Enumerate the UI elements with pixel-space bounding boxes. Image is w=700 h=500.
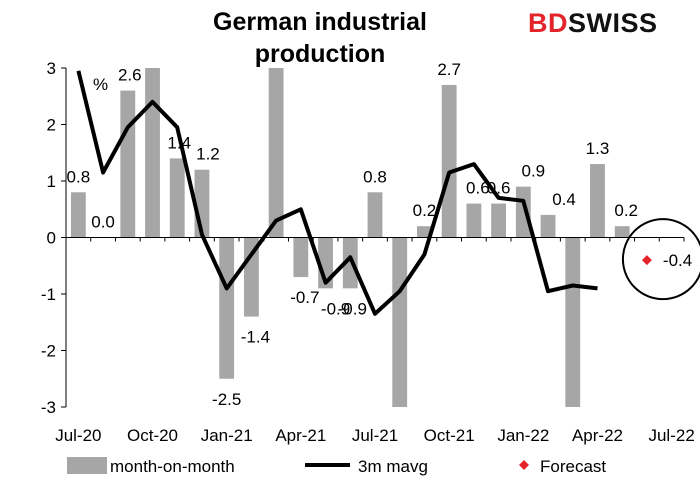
bar-data-label: 0.8 <box>67 167 91 186</box>
bar-data-label: 0.6 <box>487 179 511 198</box>
bar <box>342 237 358 289</box>
brand-logo-part1: BD <box>528 8 568 38</box>
bar <box>540 214 556 238</box>
bar <box>367 192 383 238</box>
x-tick-label: Oct-20 <box>127 426 178 445</box>
x-tick-label: Jan-22 <box>497 426 549 445</box>
chart-title: German industrial production <box>213 8 427 68</box>
bar <box>219 237 235 379</box>
bar <box>293 237 309 278</box>
y-tick-label: -2 <box>41 342 56 361</box>
x-tick-label: Apr-22 <box>572 426 623 445</box>
bar <box>120 90 136 238</box>
legend-label-forecast: Forecast <box>540 457 606 476</box>
bar <box>491 203 507 238</box>
legend-label-line: 3m mavg <box>358 457 428 476</box>
bar <box>515 186 531 238</box>
bar-data-label: -1.4 <box>241 328 270 347</box>
bar <box>565 237 581 407</box>
bar-data-label: 0.2 <box>413 201 437 220</box>
legend-label-bars: month-on-month <box>110 457 235 476</box>
bar-data-label: 1.2 <box>196 145 220 164</box>
y-tick-label: 2 <box>47 116 56 135</box>
x-tick-label: Jul-21 <box>352 426 398 445</box>
bar <box>614 226 630 238</box>
legend-swatch-bars <box>67 457 107 474</box>
y-tick-label: 1 <box>47 172 56 191</box>
x-tick-label: Jan-21 <box>201 426 253 445</box>
bar-data-label: 1.3 <box>586 139 610 158</box>
legend-swatch-forecast <box>519 460 529 470</box>
bar <box>145 68 160 238</box>
y-tick-label: -3 <box>41 398 56 417</box>
line-3m-mavg <box>76 70 598 316</box>
bar <box>590 164 605 238</box>
bar-data-label: 2.7 <box>437 60 461 79</box>
unit-label: % <box>93 75 108 94</box>
bar <box>169 158 185 238</box>
bar-data-label: 0.8 <box>363 167 387 186</box>
bar-data-label: 2.6 <box>118 66 142 85</box>
bar <box>466 203 482 238</box>
x-tick-label: Apr-21 <box>275 426 326 445</box>
bar-data-label: 1.4 <box>167 133 191 152</box>
brand-logo-part2: SWISS <box>568 8 658 38</box>
bar-data-label: -0.9 <box>321 299 350 318</box>
bar-data-label: 0.2 <box>614 201 638 220</box>
forecast-highlight-circle <box>621 218 700 301</box>
bar-data-label: -2.5 <box>212 390 241 409</box>
x-tick-label: Jul-22 <box>648 426 694 445</box>
bar <box>417 226 432 238</box>
bar <box>392 237 408 407</box>
bar <box>70 192 86 238</box>
bar-data-label: -0.7 <box>290 288 319 307</box>
bar-data-label: 0.4 <box>552 190 576 209</box>
bar <box>441 84 457 238</box>
forecast-point <box>641 255 652 266</box>
bar-data-label: 0.6 <box>466 179 490 198</box>
y-tick-label: 3 <box>47 59 56 78</box>
forecast-data-label: -0.4 <box>663 251 692 270</box>
bar <box>268 68 284 238</box>
bar-data-label: 0.9 <box>521 162 545 181</box>
brand-logo: BDSWISS <box>528 8 658 39</box>
bar-data-label: 0.0 <box>91 213 115 232</box>
y-tick-label: 0 <box>47 229 56 248</box>
bar-data-label: -0.9 <box>338 299 367 318</box>
y-tick-label: -1 <box>41 285 56 304</box>
x-tick-label: Oct-21 <box>424 426 475 445</box>
x-tick-label: Jul-20 <box>55 426 101 445</box>
